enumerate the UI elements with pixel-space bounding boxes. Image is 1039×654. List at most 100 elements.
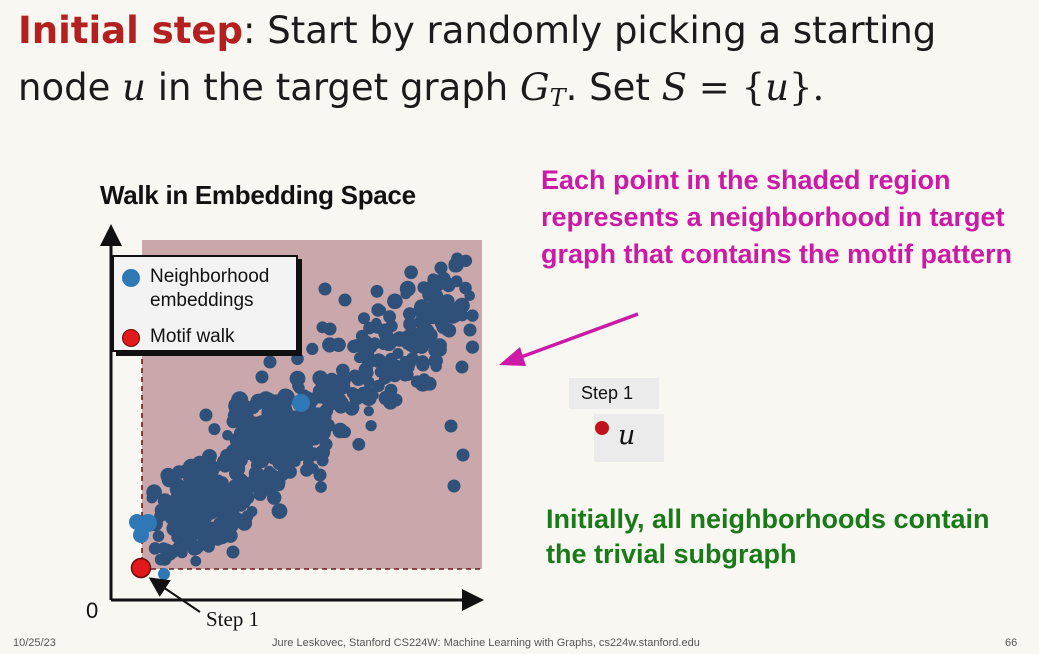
callout-text: Each point in the shaded region represen… xyxy=(541,165,1013,269)
embedding-point xyxy=(318,282,332,296)
embedding-point xyxy=(306,342,319,355)
step-annotation-arrow xyxy=(148,577,201,613)
embedding-point xyxy=(464,290,476,302)
embedding-point xyxy=(352,438,366,451)
embedding-point xyxy=(448,259,462,273)
embedding-point xyxy=(263,424,279,440)
embedding-point xyxy=(193,542,204,554)
title-sub-t: T xyxy=(549,84,566,112)
embedding-point xyxy=(319,437,333,451)
embedding-point xyxy=(433,343,447,357)
embedding-point xyxy=(430,276,446,292)
embedding-point xyxy=(336,363,350,378)
embedding-point xyxy=(180,535,196,551)
start-node-point xyxy=(130,557,152,579)
embedding-point xyxy=(313,468,327,482)
embedding-point xyxy=(231,391,249,409)
title-var-s: S xyxy=(661,66,688,109)
embedding-point xyxy=(463,323,477,337)
embedding-point xyxy=(358,312,370,325)
embedding-point xyxy=(332,422,349,439)
embedding-point xyxy=(234,474,250,490)
embedding-point xyxy=(306,412,320,426)
embedding-point xyxy=(338,293,352,307)
footer-date: 10/25/23 xyxy=(13,637,56,649)
embedding-point xyxy=(200,488,215,503)
start-node-dot xyxy=(595,421,609,435)
embedding-point xyxy=(275,477,286,488)
callout-arrow xyxy=(499,312,639,366)
embedding-point xyxy=(362,376,375,388)
legend-label: Neighborhood embeddings xyxy=(150,266,270,311)
embedding-point xyxy=(370,284,384,298)
motif-walk-points xyxy=(129,394,310,580)
title-var-u2: u xyxy=(765,66,789,109)
embedding-point xyxy=(252,468,266,481)
embedding-point xyxy=(348,369,362,383)
title-text-1: : Start by randomly picking a starting n… xyxy=(18,9,937,109)
embedding-point xyxy=(234,453,248,468)
embedding-point xyxy=(416,305,432,321)
legend-item-motif-walk: Motif walk xyxy=(122,326,235,349)
embedding-point xyxy=(263,355,277,369)
embedding-point xyxy=(208,423,221,436)
embedding-point xyxy=(428,299,444,315)
embedding-point xyxy=(271,503,288,519)
embedding-point xyxy=(404,265,418,280)
walk-step-label: Step 1 xyxy=(569,378,659,409)
embedding-point xyxy=(152,530,165,542)
embedding-point xyxy=(220,449,233,462)
embedding-point xyxy=(267,490,282,505)
embedding-point xyxy=(403,307,417,321)
embedding-point xyxy=(403,317,417,332)
embedding-point xyxy=(323,322,337,336)
legend-item-neighborhood: Neighborhood embeddings xyxy=(122,265,290,313)
embedding-point xyxy=(261,438,275,452)
legend-label: Motif walk xyxy=(150,326,235,347)
embedding-point xyxy=(320,418,333,431)
embedding-point xyxy=(293,382,305,394)
embedding-point xyxy=(157,542,170,555)
embedding-point xyxy=(434,261,448,275)
embedding-point xyxy=(154,509,167,523)
embedding-point xyxy=(384,383,398,397)
embedding-point xyxy=(246,420,262,436)
trivial-subgraph-note: Initially, all neighborhoods contain the… xyxy=(546,504,990,569)
embedding-point xyxy=(456,448,470,462)
embedding-point xyxy=(210,529,225,545)
title-text-4: = { xyxy=(687,66,766,109)
embedding-point xyxy=(233,497,248,512)
embedding-point xyxy=(365,420,377,432)
embedding-point xyxy=(154,553,167,566)
embedding-point xyxy=(368,337,381,350)
embedding-point xyxy=(231,431,248,448)
step-annotation: Step 1 xyxy=(206,607,260,631)
highlight-point xyxy=(292,394,310,412)
start-node-label: u xyxy=(618,420,636,451)
embedding-point xyxy=(255,370,269,384)
embedding-point xyxy=(347,339,361,354)
slide-title: Initial step: Start by randomly picking … xyxy=(18,2,1028,116)
embedding-point xyxy=(387,293,403,310)
embedding-point xyxy=(274,432,292,450)
embedding-point xyxy=(260,392,277,410)
embedding-point xyxy=(439,294,455,309)
embedding-point xyxy=(375,305,387,316)
embedding-point xyxy=(444,419,458,433)
embedding-point xyxy=(384,352,398,366)
embedding-point xyxy=(255,454,269,469)
origin-label: 0 xyxy=(86,598,99,623)
embedding-point xyxy=(226,545,240,559)
embedding-point xyxy=(346,387,359,399)
embedding-point xyxy=(418,375,433,390)
walk-node-box: u xyxy=(594,414,664,462)
title-text-5: }. xyxy=(788,66,825,109)
embedding-point xyxy=(277,396,292,412)
embedding-point xyxy=(456,309,469,322)
embedding-point xyxy=(399,332,410,343)
embedding-point xyxy=(311,387,329,404)
embedding-point xyxy=(450,275,463,288)
embedding-point xyxy=(447,479,461,493)
embedding-point xyxy=(146,484,162,501)
